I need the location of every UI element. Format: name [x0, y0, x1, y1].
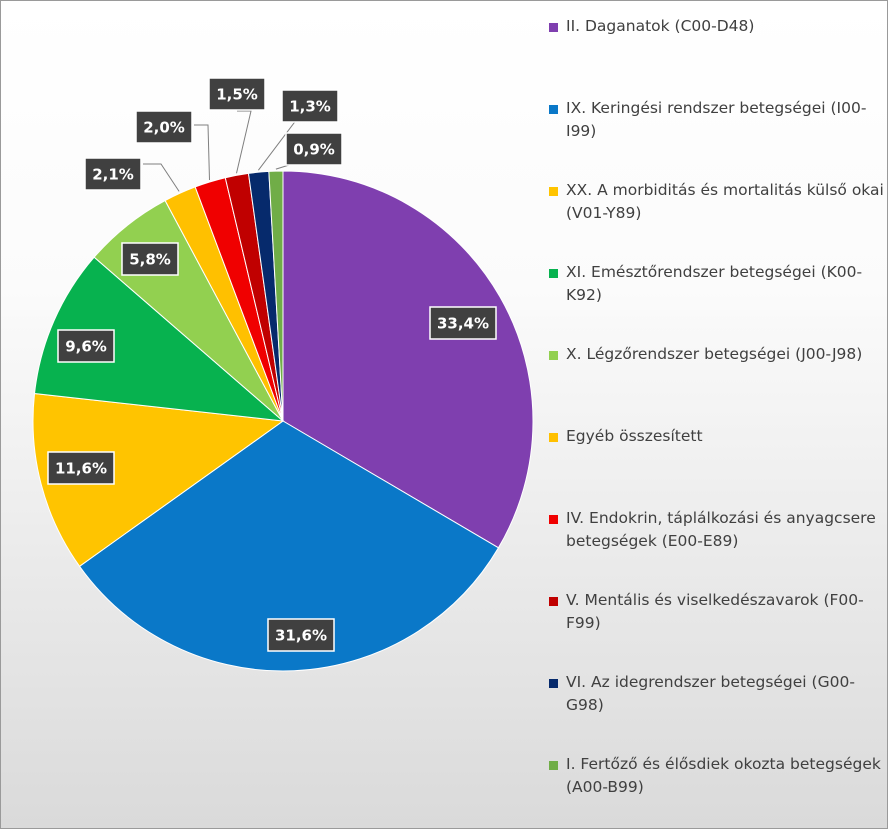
- data-label-text: 2,1%: [92, 166, 134, 184]
- legend-swatch: [549, 105, 558, 114]
- data-label-box: [208, 77, 266, 111]
- legend-item: IV. Endokrin, táplálkozási és anyagcsere…: [549, 507, 884, 553]
- legend-label: XI. Emésztőrendszer betegségei (K00-K92): [566, 263, 863, 304]
- data-label-text: 2,0%: [143, 119, 185, 137]
- legend-label: XX. A morbiditás és mortalitás külső oka…: [566, 181, 884, 222]
- data-label-box: [84, 157, 142, 191]
- data-label-box: [429, 306, 497, 340]
- data-label: 1,3%: [281, 89, 339, 123]
- data-label-text: 1,5%: [216, 86, 258, 104]
- legend-swatch: [549, 23, 558, 32]
- pie-slice: [32, 392, 285, 567]
- legend-swatch: [549, 515, 558, 524]
- data-labels: 33,4% 31,6% 11,6% 9,6% 5,8% 2,1% 2,0% 1,5% 1,3% 0…: [47, 77, 497, 652]
- leader-line: [236, 110, 252, 174]
- pie-slice: [268, 170, 284, 422]
- data-label: 1,5%: [208, 77, 266, 111]
- data-label-box: [267, 618, 335, 652]
- legend-swatch: [549, 269, 558, 278]
- data-label-box: [121, 242, 179, 276]
- legend-label: IX. Keringési rendszer betegségei (I00-I…: [566, 99, 867, 140]
- data-label-box: [57, 329, 115, 363]
- legend-label: I. Fertőző és élősdiek okozta betegségek…: [566, 755, 881, 796]
- data-label: 11,6%: [47, 451, 115, 485]
- legend-label: II. Daganatok (C00-D48): [566, 17, 755, 35]
- legend-swatch: [549, 187, 558, 196]
- legend-swatch: [549, 433, 558, 442]
- legend-label: V. Mentális és viselkedészavarok (F00-F9…: [566, 591, 864, 632]
- pie-slice: [33, 256, 285, 422]
- data-label-text: 1,3%: [289, 98, 331, 116]
- legend-label: X. Légzőrendszer betegségei (J00-J98): [566, 345, 863, 363]
- leader-line: [143, 163, 180, 192]
- data-label-box: [47, 451, 115, 485]
- legend-item: I. Fertőző és élősdiek okozta betegségek…: [549, 753, 884, 799]
- data-label: 5,8%: [121, 242, 179, 276]
- data-label-text: 5,8%: [129, 251, 171, 269]
- data-label: 33,4%: [429, 306, 497, 340]
- data-label-text: 0,9%: [293, 141, 335, 159]
- legend-swatch: [549, 761, 558, 770]
- data-label: 2,1%: [84, 157, 142, 191]
- data-label-text: 31,6%: [275, 627, 327, 645]
- data-label: 2,0%: [135, 110, 193, 144]
- pie-slice: [282, 170, 534, 549]
- legend-item: II. Daganatok (C00-D48): [549, 15, 884, 38]
- legend-item: V. Mentális és viselkedészavarok (F00-F9…: [549, 589, 884, 635]
- data-label: 31,6%: [267, 618, 335, 652]
- data-label-text: 11,6%: [55, 460, 107, 478]
- data-label-text: 9,6%: [65, 338, 107, 356]
- legend-swatch: [549, 679, 558, 688]
- legend-item: X. Légzőrendszer betegségei (J00-J98): [549, 343, 884, 366]
- legend-item: VI. Az idegrendszer betegségei (G00-G98): [549, 671, 884, 717]
- data-label-box: [281, 89, 339, 123]
- data-label: 0,9%: [285, 132, 343, 166]
- pie-slices: [32, 170, 534, 672]
- legend-item: XI. Emésztőrendszer betegségei (K00-K92): [549, 261, 884, 307]
- legend-label: IV. Endokrin, táplálkozási és anyagcsere…: [566, 509, 876, 550]
- legend-item: Egyéb összesített: [549, 425, 884, 448]
- data-label: 9,6%: [57, 329, 115, 363]
- legend-label: VI. Az idegrendszer betegségei (G00-G98): [566, 673, 855, 714]
- legend-item: XX. A morbiditás és mortalitás külső oka…: [549, 179, 884, 225]
- data-label-box: [135, 110, 193, 144]
- legend-swatch: [549, 351, 558, 360]
- legend-label: Egyéb összesített: [566, 427, 703, 445]
- pie-slice: [78, 420, 500, 672]
- legend-item: IX. Keringési rendszer betegségei (I00-I…: [549, 97, 884, 143]
- data-label-box: [285, 132, 343, 166]
- leader-line: [194, 124, 210, 181]
- legend-swatch: [549, 597, 558, 606]
- data-label-text: 33,4%: [437, 315, 489, 333]
